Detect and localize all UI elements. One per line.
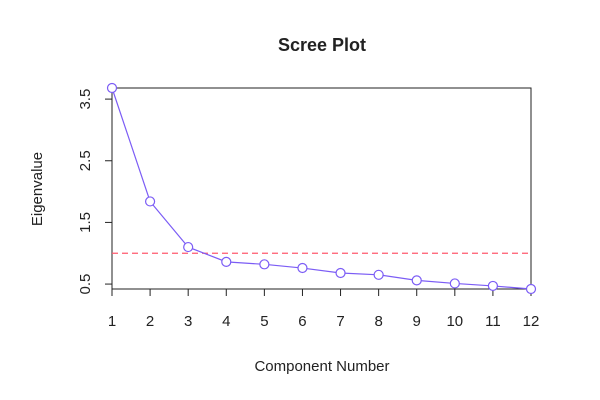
plot-box [111, 87, 532, 290]
chart-title: Scree Plot [278, 35, 366, 55]
x-tick-label: 9 [413, 313, 421, 330]
x-tick-label: 3 [184, 313, 192, 330]
data-point [221, 256, 232, 267]
data-point [183, 241, 194, 253]
data-line [111, 87, 532, 290]
x-axis-label: Component Number [254, 358, 389, 375]
x-tick-label: 5 [260, 313, 268, 330]
x-tick-label: 6 [298, 313, 306, 330]
data-point [449, 278, 460, 289]
data-point [411, 275, 422, 286]
x-tick-label: 2 [146, 313, 154, 330]
x-tick-label: 11 [485, 313, 501, 330]
data-point [373, 269, 384, 280]
data-point [297, 262, 308, 274]
x-tick-label: 10 [446, 313, 463, 330]
data-point [335, 267, 346, 279]
data-point [487, 280, 499, 292]
x-tick-label: 1 [108, 313, 116, 330]
y-tick-label: 0.5 [77, 274, 94, 295]
data-point [106, 82, 118, 94]
y-tick-label: 3.5 [77, 89, 94, 110]
y-axis-label: Eigenvalue [29, 152, 46, 226]
x-tick-label: 4 [222, 313, 230, 330]
data-point [525, 283, 537, 295]
x-tick-label: 8 [374, 313, 382, 330]
y-tick-label: 2.5 [77, 150, 94, 171]
data-point [144, 196, 156, 207]
y-tick-label: 1.5 [77, 212, 94, 233]
x-tick-label: 7 [336, 313, 344, 330]
x-tick-label: 12 [523, 313, 540, 330]
data-point [259, 259, 270, 270]
